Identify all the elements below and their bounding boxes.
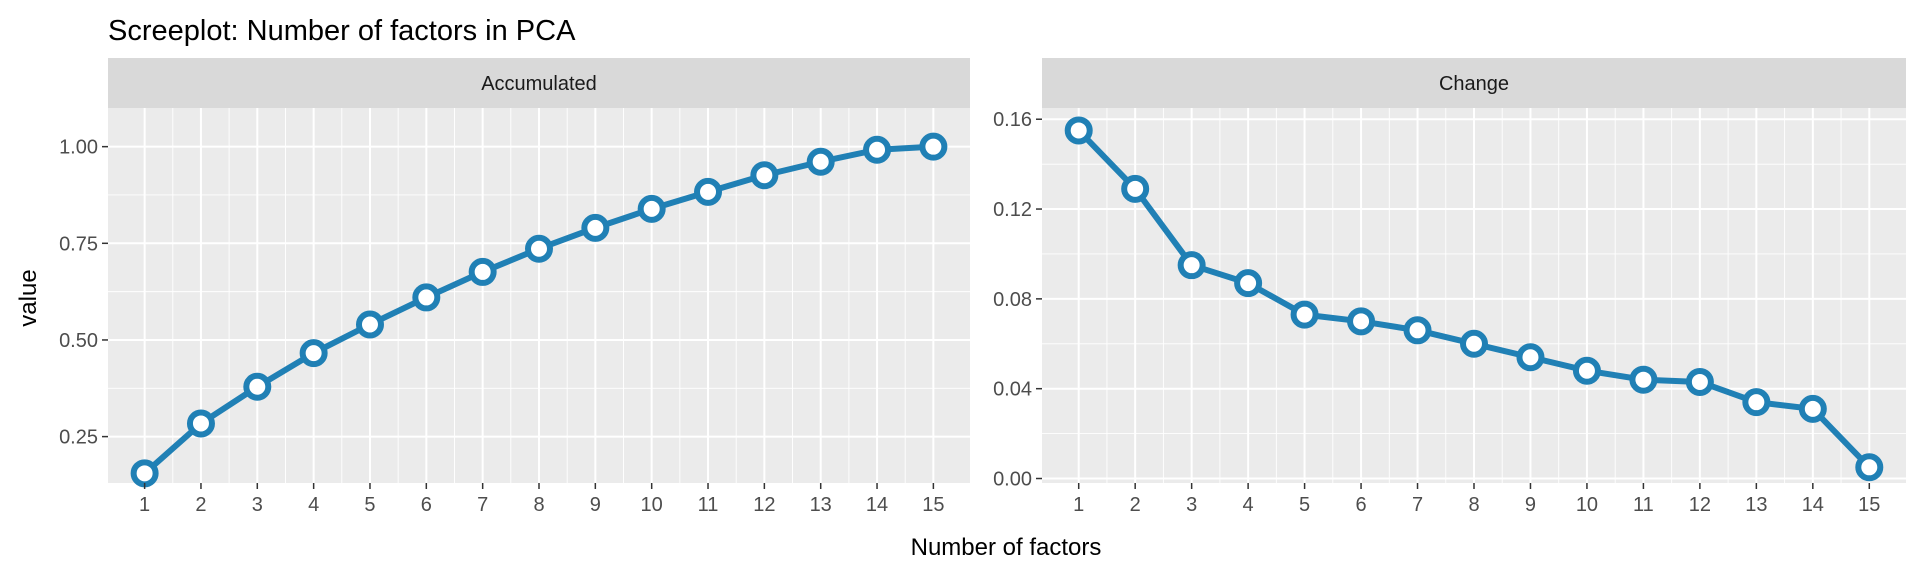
x-tick-label: 6	[1355, 494, 1366, 516]
y-tick-label: 0.12	[993, 199, 1032, 221]
x-tick-label: 8	[1468, 494, 1479, 516]
data-point	[1855, 453, 1884, 482]
panel-change: Change 0.000.040.080.120.16 1 2 3 4 5 6 7 8 9 10 1…	[993, 58, 1906, 516]
data-point	[1798, 394, 1827, 423]
series-change	[1064, 116, 1884, 482]
data-point	[1121, 174, 1150, 203]
x-tick-label: 5	[364, 494, 375, 516]
panel-accumulated: Accumulated 0.250.500.751.00 1 2 3 4 5 6 7 8 9 10…	[59, 58, 970, 516]
x-tick-label: 3	[252, 494, 263, 516]
y-tick-label: 0.16	[993, 109, 1032, 131]
data-point	[1290, 300, 1319, 329]
y-axis-title: value	[15, 269, 42, 326]
strip-background	[108, 58, 970, 108]
x-tick-label: 13	[810, 494, 832, 516]
y-axis-ticks: 0.25 0.50 0.75 1.00	[59, 137, 108, 449]
y-tick-label: 1.00	[59, 137, 98, 159]
data-point	[1347, 307, 1376, 336]
data-point	[919, 132, 948, 161]
grid-lines	[1042, 108, 1906, 483]
data-point	[355, 310, 384, 339]
x-tick-label: 6	[421, 494, 432, 516]
x-axis-ticks: 1 2 3 4 5 6 7 8 9 10 11 12 13 14 15	[1073, 483, 1880, 516]
data-point	[750, 161, 779, 190]
y-tick-label: 0.50	[59, 330, 98, 352]
plot-title: Screeplot: Number of factors in PCA	[108, 15, 576, 47]
x-tick-label: 7	[1412, 494, 1423, 516]
x-tick-label: 12	[1689, 494, 1711, 516]
data-point	[1685, 367, 1714, 396]
x-tick-label: 10	[641, 494, 663, 516]
x-tick-label: 9	[1525, 494, 1536, 516]
data-point	[243, 372, 272, 401]
data-point	[130, 459, 159, 488]
y-tick-label: 0.75	[59, 233, 98, 255]
x-tick-label: 4	[308, 494, 319, 516]
strip-background	[1042, 58, 1906, 108]
strip-label-accumulated: Accumulated	[481, 73, 597, 95]
y-tick-label: 0.00	[993, 469, 1032, 491]
data-point	[299, 339, 328, 368]
x-tick-label: 9	[590, 494, 601, 516]
x-tick-label: 1	[139, 494, 150, 516]
data-point	[1460, 329, 1488, 358]
x-tick-label: 10	[1576, 494, 1598, 516]
data-point	[468, 257, 497, 286]
data-point	[1064, 116, 1093, 145]
x-tick-label: 4	[1243, 494, 1254, 516]
data-point	[1403, 316, 1432, 345]
x-tick-label: 13	[1745, 494, 1767, 516]
x-tick-label: 15	[1858, 494, 1880, 516]
data-point	[694, 177, 723, 206]
x-tick-label: 15	[922, 494, 944, 516]
strip-label-change: Change	[1439, 73, 1509, 95]
data-point	[581, 213, 610, 242]
x-tick-label: 14	[1802, 494, 1824, 516]
x-axis-title: Number of factors	[911, 534, 1102, 561]
data-point	[1742, 388, 1771, 417]
data-point	[412, 283, 441, 312]
data-point	[1234, 269, 1263, 298]
data-point	[186, 409, 215, 438]
data-point	[637, 194, 666, 223]
data-point	[1516, 343, 1545, 372]
data-point	[525, 234, 553, 263]
x-tick-label: 3	[1186, 494, 1197, 516]
x-tick-label: 5	[1299, 494, 1310, 516]
y-tick-label: 0.08	[993, 289, 1032, 311]
y-tick-label: 0.04	[993, 379, 1032, 401]
x-axis-ticks: 1 2 3 4 5 6 7 8 9 10 11 12 13 14 15	[139, 483, 945, 516]
data-point	[863, 135, 892, 164]
y-axis-ticks: 0.00 0.04 0.08 0.12 0.16	[993, 109, 1042, 491]
x-tick-label: 1	[1073, 494, 1084, 516]
x-tick-label: 11	[698, 494, 719, 516]
x-tick-label: 2	[1130, 494, 1141, 516]
x-tick-label: 2	[195, 494, 206, 516]
x-tick-label: 7	[477, 494, 488, 516]
y-tick-label: 0.25	[59, 427, 98, 449]
x-tick-label: 8	[533, 494, 544, 516]
x-tick-label: 14	[866, 494, 888, 516]
series-accumulated	[130, 132, 948, 488]
data-point	[1629, 365, 1658, 394]
data-point	[806, 147, 835, 176]
x-tick-label: 12	[753, 494, 775, 516]
x-tick-label: 11	[1633, 494, 1654, 516]
data-point	[1177, 251, 1206, 280]
data-point	[1572, 356, 1601, 385]
